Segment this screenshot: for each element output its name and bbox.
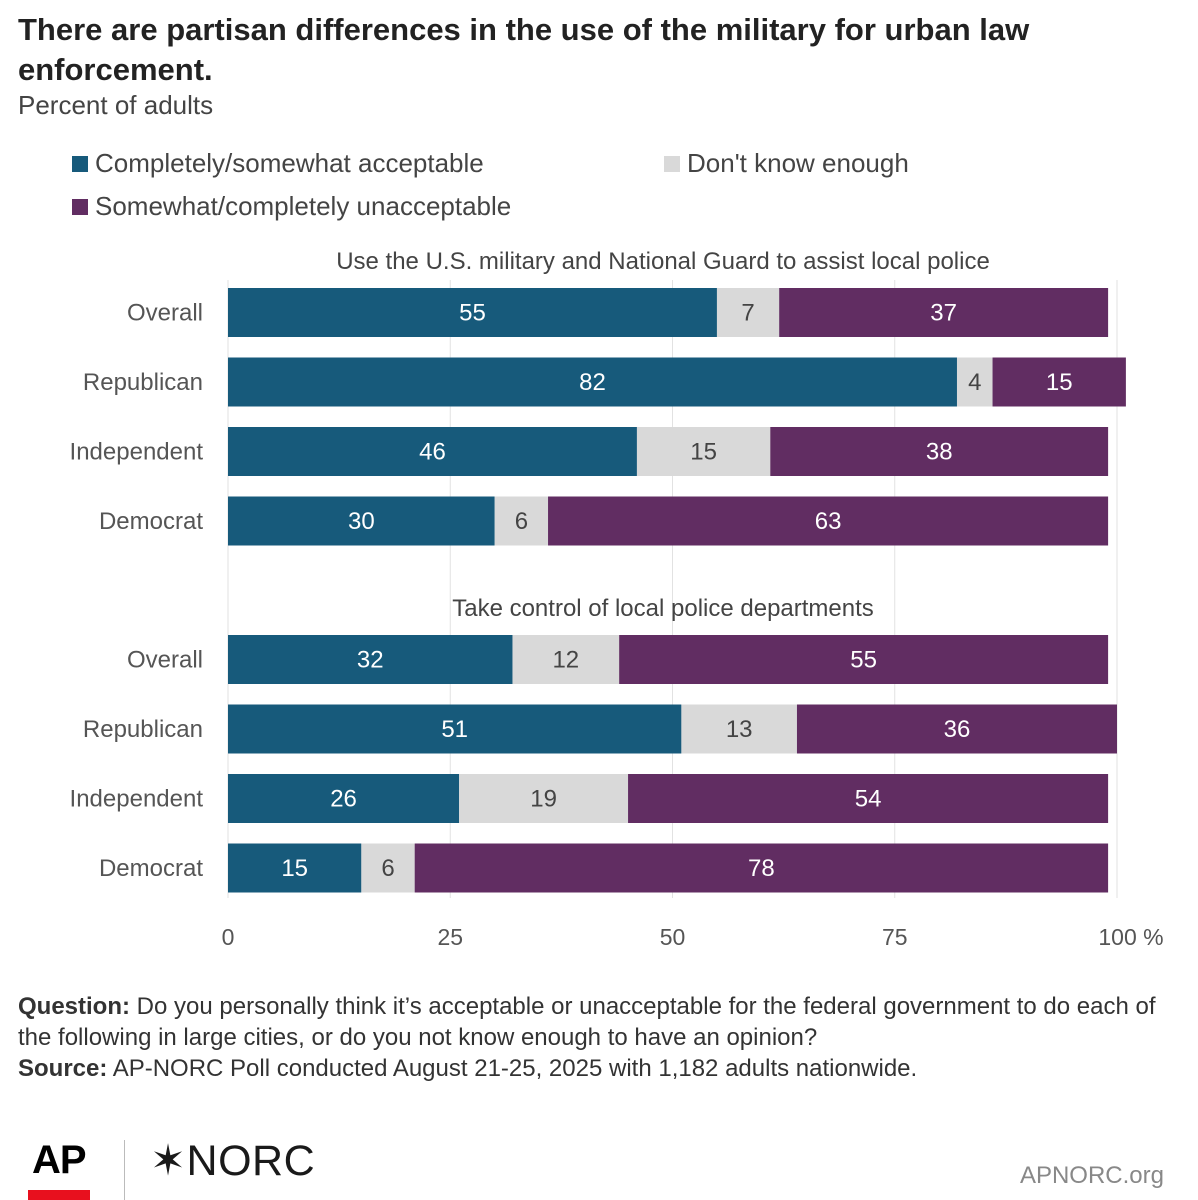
data-label: 15 — [281, 855, 308, 882]
bar-segment — [228, 704, 682, 754]
data-label: 19 — [530, 786, 557, 813]
bar-segment — [681, 704, 797, 754]
norc-logo: ✶NORC — [150, 1136, 315, 1186]
data-label: 82 — [579, 369, 606, 396]
bar-segment — [494, 496, 549, 546]
ap-logo: AP — [32, 1138, 87, 1182]
data-label: 63 — [815, 508, 842, 535]
data-label: 32 — [357, 647, 384, 674]
legend-label-unacceptable: Somewhat/completely unacceptable — [95, 191, 512, 221]
x-tick-label: 25 — [437, 924, 463, 950]
chart-subtitle: Percent of adults — [18, 90, 214, 120]
category-label: Overall — [127, 300, 203, 327]
stacked-bar-chart: 0 25 50 75 100 % Use the U.S. military and Na… — [70, 248, 1164, 950]
data-label: 55 — [459, 300, 486, 327]
logo-divider — [124, 1140, 125, 1200]
source-text: AP-NORC Poll conducted August 21-25, 202… — [107, 1055, 918, 1082]
legend-label-acceptable: Completely/somewhat acceptable — [95, 148, 484, 178]
question-text: Do you personally think it’s acceptable … — [18, 993, 1156, 1051]
category-label: Democrat — [99, 508, 203, 535]
norc-logo-text: NORC — [186, 1137, 316, 1185]
data-label: 37 — [930, 300, 957, 327]
footer-notes: Question: Do you personally think it’s a… — [18, 991, 1178, 1084]
legend-item-dont-know: Don't know enough — [664, 148, 909, 179]
data-label: 54 — [855, 786, 882, 813]
bar-segment — [512, 635, 620, 684]
bar-segment — [228, 496, 495, 546]
legend-item-acceptable: Completely/somewhat acceptable — [72, 148, 484, 179]
x-tick-label: 0 — [222, 924, 235, 950]
data-label: 55 — [850, 647, 877, 674]
data-label: 36 — [944, 716, 971, 743]
data-label: 30 — [348, 508, 375, 535]
bar-segment — [636, 427, 771, 476]
category-label: Independent — [70, 786, 204, 813]
legend-label-dont-know: Don't know enough — [687, 148, 909, 178]
data-label: 15 — [1046, 369, 1073, 396]
bar-segment — [459, 774, 629, 823]
bar-segment — [992, 357, 1126, 407]
bar-segment — [228, 774, 460, 823]
data-label: 13 — [726, 716, 753, 743]
source-note: Source: AP-NORC Poll conducted August 21… — [18, 1053, 1178, 1084]
data-label: 78 — [748, 855, 775, 882]
chart-title: There are partisan differences in the us… — [18, 12, 1030, 87]
bar-segment — [228, 635, 513, 684]
data-label: 6 — [515, 508, 528, 535]
x-tick-label: 50 — [660, 924, 686, 950]
panel-title: Take control of local police departments — [452, 595, 874, 622]
bar-segment — [619, 635, 1109, 684]
category-label: Democrat — [99, 855, 203, 882]
bar-segment — [779, 288, 1109, 337]
bar-segment — [414, 843, 1109, 893]
bar-segment — [770, 427, 1109, 476]
data-label: 15 — [690, 439, 717, 466]
star-burst-icon: ✶ — [150, 1137, 187, 1185]
category-label: Republican — [83, 716, 203, 743]
legend-swatch-unacceptable — [72, 198, 88, 215]
bar-segment — [548, 496, 1109, 546]
category-label: Independent — [70, 439, 204, 466]
source-label: Source: — [18, 1055, 108, 1082]
legend-swatch-dont-know — [664, 155, 680, 172]
bar-segment — [716, 288, 780, 337]
x-tick-label: 75 — [882, 924, 908, 950]
data-label: 7 — [741, 300, 754, 327]
data-label: 12 — [552, 647, 579, 674]
site-url: APNORC.org — [1019, 1162, 1164, 1189]
category-label: Republican — [83, 369, 203, 396]
panel-title: Use the U.S. military and National Guard… — [336, 248, 990, 275]
legend-item-unacceptable: Somewhat/completely unacceptable — [72, 191, 511, 222]
category-label: Overall — [127, 647, 203, 674]
bar-segment — [956, 357, 993, 407]
bar-segment — [796, 704, 1117, 754]
bar-segment — [628, 774, 1109, 823]
bar-segment — [228, 427, 637, 476]
data-label: 26 — [330, 786, 357, 813]
legend-swatch-acceptable — [72, 155, 88, 172]
data-label: 6 — [381, 855, 394, 882]
data-label: 51 — [441, 716, 468, 743]
data-label: 38 — [926, 439, 953, 466]
data-label: 46 — [419, 439, 446, 466]
question-note: Question: Do you personally think it’s a… — [18, 991, 1178, 1053]
ap-logo-bar — [28, 1190, 90, 1200]
bar-segment — [228, 843, 362, 893]
data-label: 4 — [968, 369, 981, 396]
bar-segment — [228, 288, 717, 337]
x-tick-label: 100 % — [1098, 924, 1163, 950]
bar-segment — [361, 843, 415, 893]
question-label: Question: — [18, 993, 130, 1020]
bar-segment — [228, 357, 957, 407]
